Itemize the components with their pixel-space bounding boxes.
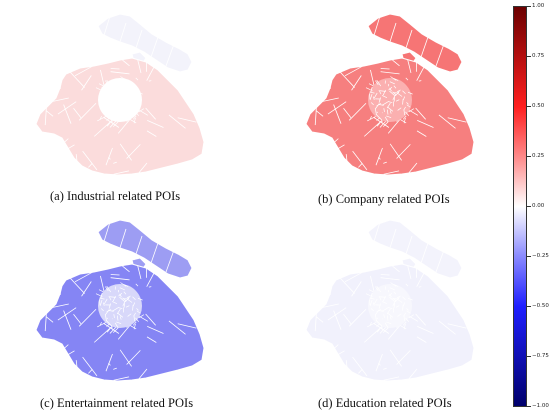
district-boundaries xyxy=(36,264,202,381)
colorbar-tick-label: −0.75 xyxy=(532,353,549,359)
map-company xyxy=(305,13,475,176)
north-island-boundary xyxy=(101,15,111,43)
colorbar-tick xyxy=(527,356,531,357)
north-island-boundary xyxy=(165,43,175,67)
map-education xyxy=(305,219,475,382)
colorbar-tick-label: −0.25 xyxy=(532,253,549,259)
colorbar-tick-label: 0.50 xyxy=(532,103,545,109)
urban-center xyxy=(98,78,142,122)
colorbar-tick-label: −1.00 xyxy=(532,403,549,409)
colorbar-tick xyxy=(527,306,531,307)
north-island-boundary xyxy=(419,242,429,267)
colorbar-tick xyxy=(527,206,531,207)
map-entertainment xyxy=(35,219,205,382)
north-island xyxy=(97,219,193,279)
district-boundaries xyxy=(306,58,472,175)
north-island-boundary xyxy=(371,15,381,43)
north-island-boundary xyxy=(117,22,127,49)
north-island xyxy=(97,13,193,73)
north-island-boundary xyxy=(149,242,159,267)
north-island-boundary xyxy=(435,249,445,273)
colorbar-tick xyxy=(527,256,531,257)
colorbar xyxy=(513,6,527,407)
urban-center xyxy=(368,284,412,328)
colorbar-tick xyxy=(527,406,531,407)
north-island xyxy=(367,13,463,73)
caption-c: (c) Entertainment related POIs xyxy=(40,396,194,410)
colorbar-tick xyxy=(527,6,531,7)
panel-c xyxy=(28,214,228,394)
north-island-boundary xyxy=(165,249,175,273)
panel-b xyxy=(298,8,498,188)
panel-a xyxy=(28,8,228,188)
north-island-boundary xyxy=(403,29,413,55)
colorbar-tick xyxy=(527,156,531,157)
colorbar-tick-label: 1.00 xyxy=(532,3,545,9)
caption-a: (a) Industrial related POIs xyxy=(50,189,181,203)
colorbar-tick xyxy=(527,56,531,57)
north-island-boundary xyxy=(371,221,381,249)
urban-center xyxy=(368,78,412,122)
panel-d xyxy=(298,214,498,394)
north-island-boundary xyxy=(419,36,429,61)
north-island xyxy=(367,219,463,279)
colorbar-tick xyxy=(527,106,531,107)
north-island-boundary xyxy=(403,235,413,261)
north-island-boundary xyxy=(133,29,143,55)
colorbar-tick-label: −0.50 xyxy=(532,303,549,309)
caption-b: (b) Company related POIs xyxy=(318,192,450,206)
urban-center xyxy=(98,284,142,328)
north-island-boundary xyxy=(435,43,445,67)
map-industrial xyxy=(35,13,205,176)
north-island-boundary xyxy=(133,235,143,261)
north-island-boundary xyxy=(387,22,397,49)
colorbar-tick-label: 0.75 xyxy=(532,53,545,59)
colorbar-tick-label: 0.00 xyxy=(532,203,545,209)
north-island-boundary xyxy=(149,36,159,61)
caption-d: (d) Education related POIs xyxy=(318,396,452,410)
north-island-boundary xyxy=(117,228,127,255)
colorbar-tick-label: 0.25 xyxy=(532,153,545,159)
district-boundaries xyxy=(306,264,472,381)
north-island-boundary xyxy=(387,228,397,255)
north-island-boundary xyxy=(101,221,111,249)
